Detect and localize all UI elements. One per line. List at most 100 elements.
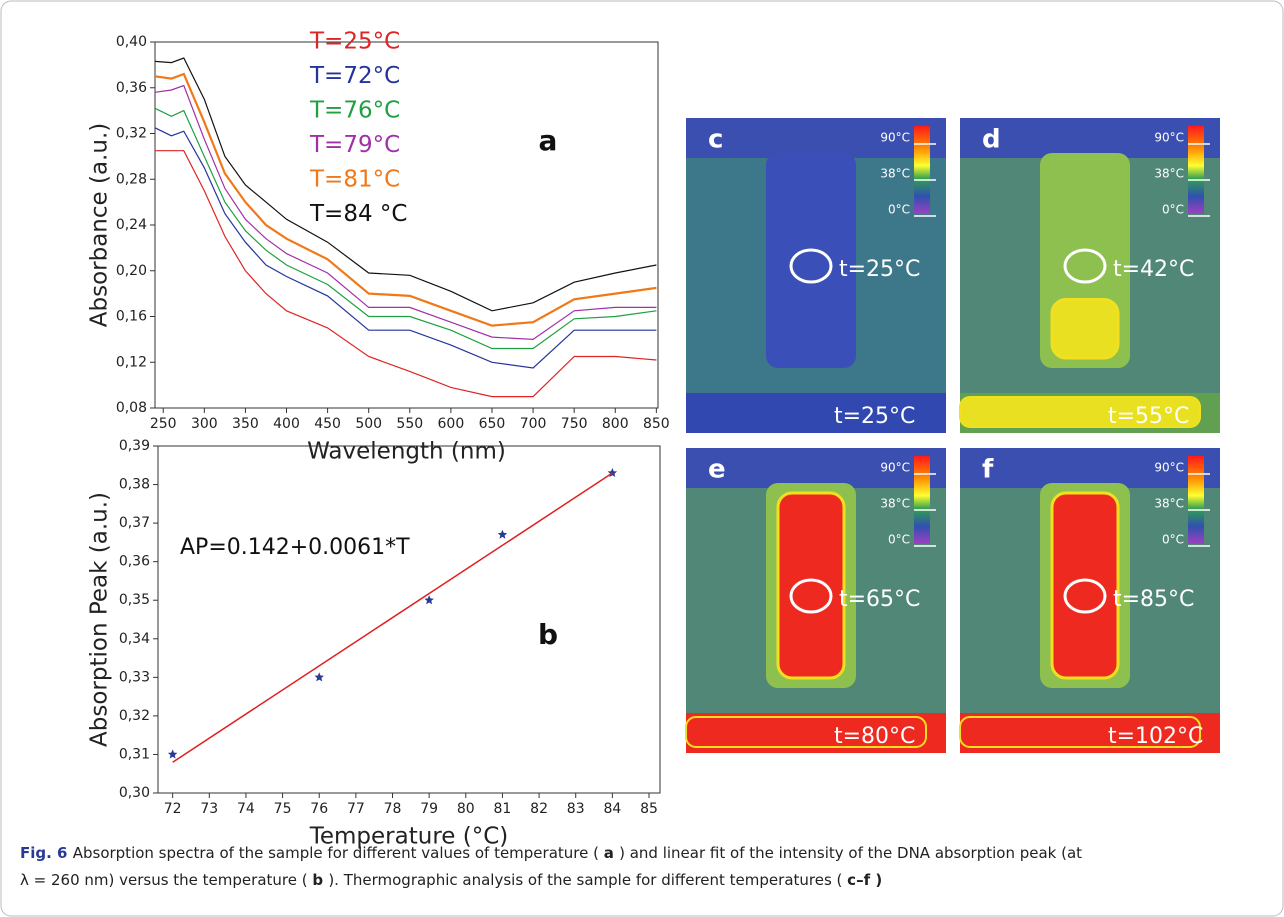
y-tick-label: 0,16 — [116, 309, 147, 325]
color-scale — [914, 456, 930, 544]
x-tick-label: 79 — [420, 801, 438, 817]
color-scale — [914, 126, 930, 214]
scale-label: 90°C — [880, 131, 910, 145]
caption-line: Fig. 6 Absorption spectra of the sample … — [20, 844, 1082, 862]
scale-label: 90°C — [1154, 461, 1184, 475]
scale-label: 38°C — [880, 497, 910, 511]
legend-label: T=84 °C — [309, 201, 407, 227]
x-tick-label: 250 — [150, 416, 177, 432]
tube-core — [1052, 493, 1118, 678]
panel-label: e — [708, 455, 726, 485]
legend-label: T=81°C — [309, 167, 400, 193]
point — [498, 530, 508, 539]
y-tick-label: 0,33 — [119, 669, 150, 685]
panel-label: f — [982, 455, 994, 485]
x-tick-label: 75 — [274, 801, 292, 817]
y-tick-label: 0,32 — [119, 708, 150, 724]
x-tick-label: 84 — [603, 801, 621, 817]
panel-label: c — [708, 125, 723, 155]
caption-text: b — [312, 871, 328, 889]
x-tick-label: 81 — [494, 801, 512, 817]
y-tick-label: 0,31 — [119, 746, 150, 762]
x-tick-label: 77 — [347, 801, 365, 817]
scale-label: 0°C — [888, 533, 910, 547]
caption-text: ). Thermographic analysis of the sample … — [328, 871, 847, 889]
x-axis-label: Temperature (°C) — [309, 824, 509, 850]
y-tick-label: 0,39 — [119, 438, 150, 454]
y-tick-label: 0,24 — [116, 217, 147, 233]
panel-label: d — [982, 125, 1001, 155]
line — [155, 74, 656, 326]
legend-label: T=79°C — [309, 132, 400, 158]
point — [315, 672, 325, 681]
y-tick-label: 0,35 — [119, 592, 150, 608]
x-tick-label: 800 — [602, 416, 629, 432]
caption: Fig. 6 Absorption spectra of the sample … — [20, 844, 1082, 889]
x-tick-label: 73 — [200, 801, 218, 817]
x-axis-label: Wavelength (nm) — [307, 439, 506, 465]
y-tick-label: 0,30 — [119, 785, 150, 801]
reading: t=25°C — [834, 404, 915, 429]
y-tick-label: 0,12 — [116, 354, 147, 370]
reading: t=85°C — [1113, 587, 1194, 612]
reading: t=65°C — [839, 587, 920, 612]
reading: t=80°C — [834, 724, 915, 749]
caption-text: Fig. 6 — [20, 844, 73, 862]
reading: t=102°C — [1108, 724, 1203, 749]
x-tick-label: 400 — [273, 416, 300, 432]
y-tick-label: 0,36 — [119, 554, 150, 570]
x-tick-label: 72 — [164, 801, 182, 817]
x-tick-label: 700 — [520, 416, 547, 432]
x-tick-label: 80 — [457, 801, 475, 817]
y-tick-label: 0,34 — [119, 631, 150, 647]
y-tick-label: 0,38 — [119, 477, 150, 493]
page: {"chart_data": [ {"type": "line", "x_lab… — [0, 0, 1284, 917]
caption-text: λ = 260 nm) versus the temperature ( — [20, 871, 312, 889]
caption-text: c–f — [847, 871, 875, 889]
panel-label: a — [539, 124, 558, 157]
scale-label: 38°C — [1154, 167, 1184, 181]
scale-label: 0°C — [1162, 533, 1184, 547]
legend-label: T=25°C — [309, 29, 400, 55]
tube-core — [778, 493, 844, 678]
x-tick-label: 600 — [438, 416, 465, 432]
caption-line: λ = 260 nm) versus the temperature ( b )… — [20, 871, 882, 889]
legend-label: T=76°C — [309, 98, 400, 124]
x-tick-label: 650 — [479, 416, 506, 432]
x-tick-label: 78 — [384, 801, 402, 817]
y-tick-label: 0,32 — [116, 126, 147, 142]
scale-label: 0°C — [888, 203, 910, 217]
y-tick-label: 0,36 — [116, 80, 147, 96]
figure: c90°C38°C0°Ct=25°Ct=25°Cd90°C38°C0°Ct=42… — [0, 0, 1284, 917]
y-tick-label: 0,20 — [116, 263, 147, 279]
x-tick-label: 450 — [314, 416, 341, 432]
y-tick-label: 0,08 — [116, 400, 147, 416]
x-tick-label: 76 — [310, 801, 328, 817]
x-tick-label: 85 — [640, 801, 658, 817]
y-axis-label: Absorption Peak (a.u.) — [87, 492, 113, 747]
legend-label: T=72°C — [309, 63, 400, 89]
x-tick-label: 82 — [530, 801, 548, 817]
x-tick-label: 300 — [191, 416, 218, 432]
point — [168, 749, 178, 758]
panel-label: b — [538, 618, 558, 651]
x-tick-label: 500 — [355, 416, 382, 432]
reading: t=42°C — [1113, 257, 1194, 282]
reading: t=55°C — [1108, 404, 1189, 429]
color-scale — [1188, 456, 1204, 544]
x-tick-label: 74 — [237, 801, 255, 817]
x-tick-label: 550 — [396, 416, 423, 432]
x-tick-label: 850 — [643, 416, 670, 432]
caption-text: ) and linear fit of the intensity of the… — [619, 844, 1082, 862]
y-tick-label: 0,40 — [116, 34, 147, 50]
scale-label: 38°C — [880, 167, 910, 181]
scale-label: 90°C — [880, 461, 910, 475]
caption-text: a — [604, 844, 619, 862]
tube-core — [1052, 300, 1118, 359]
x-tick-label: 750 — [561, 416, 588, 432]
line — [155, 108, 656, 348]
line — [155, 151, 656, 397]
y-axis-label: Absorbance (a.u.) — [87, 123, 113, 327]
caption-text: ) — [875, 871, 882, 889]
